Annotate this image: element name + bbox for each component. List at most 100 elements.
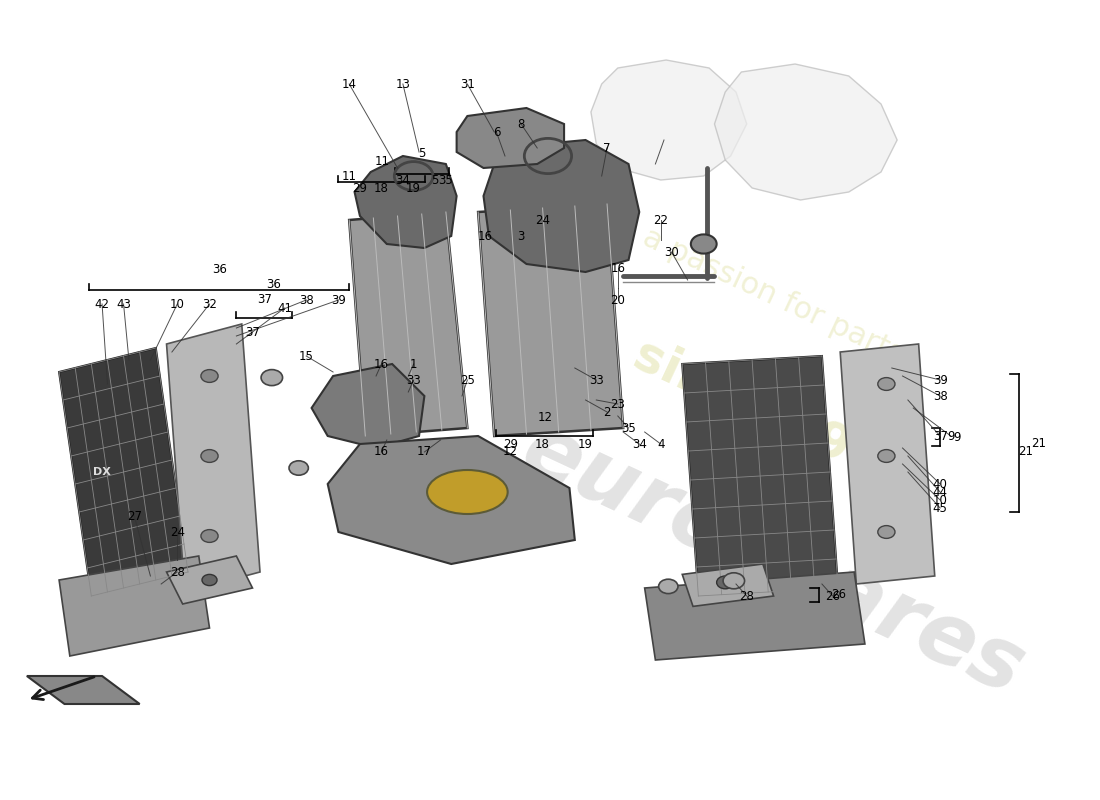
- Text: 16: 16: [610, 262, 625, 274]
- Circle shape: [261, 370, 283, 386]
- Polygon shape: [166, 324, 260, 592]
- Text: 9: 9: [953, 430, 960, 444]
- Polygon shape: [840, 344, 935, 584]
- Circle shape: [716, 576, 734, 589]
- Circle shape: [723, 573, 745, 589]
- Text: 28: 28: [739, 590, 755, 602]
- Text: 39: 39: [331, 294, 345, 306]
- Text: 19: 19: [406, 182, 421, 194]
- Text: 35: 35: [439, 174, 453, 186]
- Text: 8: 8: [517, 118, 525, 130]
- Circle shape: [201, 530, 218, 542]
- Text: a passion for parts: a passion for parts: [638, 222, 909, 370]
- Text: 42: 42: [95, 298, 110, 310]
- Text: 11: 11: [374, 155, 389, 168]
- Text: 5: 5: [431, 174, 439, 186]
- Text: 27: 27: [126, 510, 142, 522]
- Text: 1: 1: [410, 358, 417, 370]
- Text: 40: 40: [933, 478, 947, 490]
- Text: 20: 20: [610, 294, 625, 306]
- Polygon shape: [715, 64, 898, 200]
- Text: 16: 16: [374, 446, 389, 458]
- Text: 25: 25: [460, 374, 475, 386]
- Text: 33: 33: [588, 374, 604, 386]
- Text: since 1985: since 1985: [626, 330, 921, 502]
- Text: 26: 26: [825, 590, 840, 602]
- Text: 44: 44: [933, 486, 947, 498]
- Text: 37: 37: [257, 294, 272, 306]
- Text: 11: 11: [342, 170, 356, 182]
- Polygon shape: [682, 356, 838, 596]
- Text: 29: 29: [352, 182, 367, 194]
- Polygon shape: [456, 108, 564, 168]
- Text: 7: 7: [603, 142, 611, 154]
- Text: 6: 6: [493, 126, 500, 138]
- Text: 16: 16: [478, 230, 493, 242]
- Text: 5: 5: [419, 147, 426, 160]
- Circle shape: [202, 574, 217, 586]
- Text: 23: 23: [610, 398, 625, 410]
- Text: 12: 12: [503, 446, 518, 458]
- Text: 9: 9: [947, 430, 955, 442]
- Text: 29: 29: [503, 438, 518, 450]
- Text: 34: 34: [396, 174, 410, 186]
- Text: 19: 19: [579, 438, 593, 450]
- Polygon shape: [478, 204, 624, 436]
- Text: 2: 2: [603, 406, 611, 418]
- Text: 18: 18: [374, 182, 389, 194]
- Text: 32: 32: [202, 298, 217, 310]
- Text: 10: 10: [169, 298, 185, 310]
- Text: 21: 21: [1019, 446, 1034, 458]
- Text: 22: 22: [653, 214, 669, 226]
- Polygon shape: [166, 556, 253, 604]
- Circle shape: [691, 234, 716, 254]
- Text: 37: 37: [245, 326, 260, 338]
- Circle shape: [201, 450, 218, 462]
- Polygon shape: [328, 436, 575, 564]
- Text: 3: 3: [517, 230, 525, 242]
- Circle shape: [878, 526, 895, 538]
- Text: 17: 17: [417, 446, 432, 458]
- Circle shape: [201, 370, 218, 382]
- Text: 16: 16: [374, 358, 389, 370]
- Polygon shape: [311, 364, 425, 448]
- Text: 41: 41: [277, 302, 293, 314]
- Text: 12: 12: [537, 411, 552, 424]
- Circle shape: [659, 579, 678, 594]
- Text: 45: 45: [933, 502, 947, 514]
- Text: 36: 36: [266, 278, 282, 290]
- Text: DX: DX: [94, 467, 111, 477]
- Text: 24: 24: [169, 526, 185, 538]
- Ellipse shape: [427, 470, 508, 514]
- Text: 18: 18: [535, 438, 550, 450]
- Text: 28: 28: [169, 566, 185, 578]
- Circle shape: [878, 450, 895, 462]
- Text: 13: 13: [396, 78, 410, 90]
- Text: 21: 21: [1032, 437, 1046, 450]
- Text: 39: 39: [933, 374, 947, 386]
- Text: 24: 24: [535, 214, 550, 226]
- Text: 36: 36: [211, 263, 227, 276]
- Polygon shape: [591, 60, 747, 180]
- Text: 15: 15: [299, 350, 314, 362]
- Text: eurospares: eurospares: [509, 407, 1038, 713]
- Text: 33: 33: [406, 374, 421, 386]
- Circle shape: [289, 461, 308, 475]
- Polygon shape: [354, 156, 456, 248]
- Text: 14: 14: [342, 78, 356, 90]
- Text: 38: 38: [933, 390, 947, 402]
- Polygon shape: [26, 676, 140, 704]
- Text: 10: 10: [933, 494, 947, 506]
- Polygon shape: [59, 556, 209, 656]
- Text: 38: 38: [299, 294, 314, 306]
- Text: 26: 26: [832, 588, 847, 602]
- Circle shape: [878, 378, 895, 390]
- Text: 37: 37: [933, 430, 947, 442]
- Text: 34: 34: [631, 438, 647, 450]
- Text: 4: 4: [657, 438, 664, 450]
- Polygon shape: [484, 140, 639, 272]
- Text: 31: 31: [460, 78, 475, 90]
- Polygon shape: [59, 348, 188, 596]
- Polygon shape: [349, 212, 468, 436]
- Text: 35: 35: [621, 422, 636, 434]
